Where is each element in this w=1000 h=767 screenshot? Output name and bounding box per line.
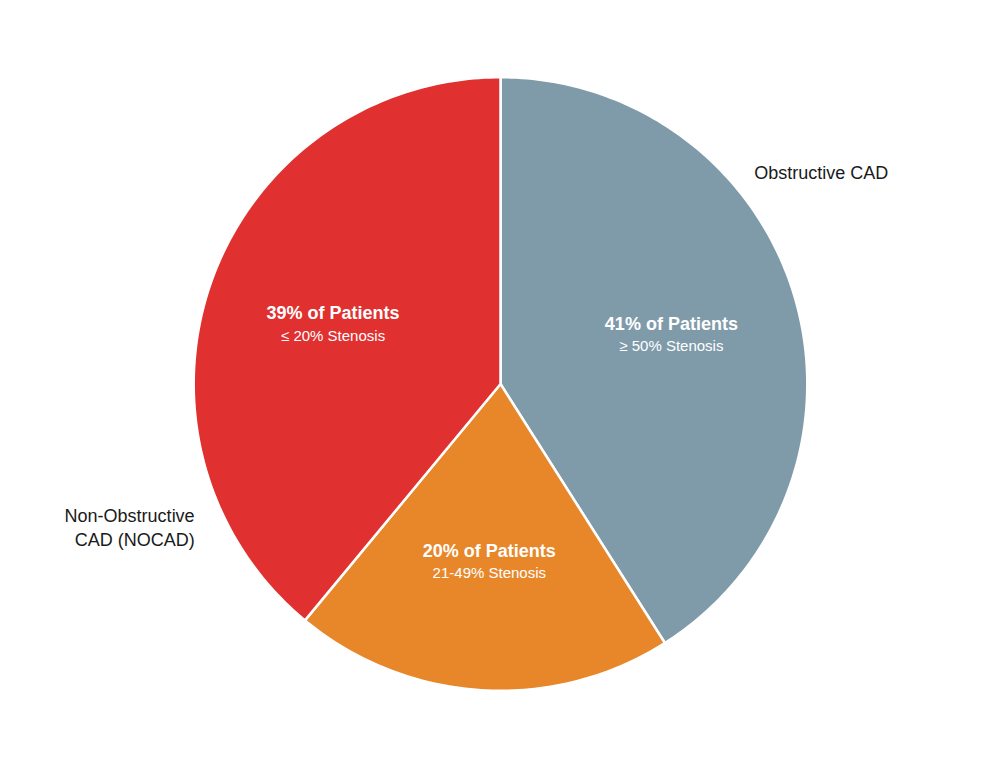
svg-text:Non-ObstructiveCAD (NOCAD): Non-ObstructiveCAD (NOCAD) — [65, 506, 195, 549]
svg-text:20% of Patients: 20% of Patients — [423, 541, 556, 561]
svg-text:Obstructive CAD: Obstructive CAD — [754, 163, 888, 183]
svg-text:≥ 50% Stenosis: ≥ 50% Stenosis — [619, 337, 723, 354]
svg-text:39% of Patients: 39% of Patients — [267, 303, 400, 323]
svg-text:≤ 20% Stenosis: ≤ 20% Stenosis — [281, 327, 385, 344]
svg-text:21-49% Stenosis: 21-49% Stenosis — [433, 564, 546, 581]
svg-text:41% of Patients: 41% of Patients — [605, 314, 738, 334]
